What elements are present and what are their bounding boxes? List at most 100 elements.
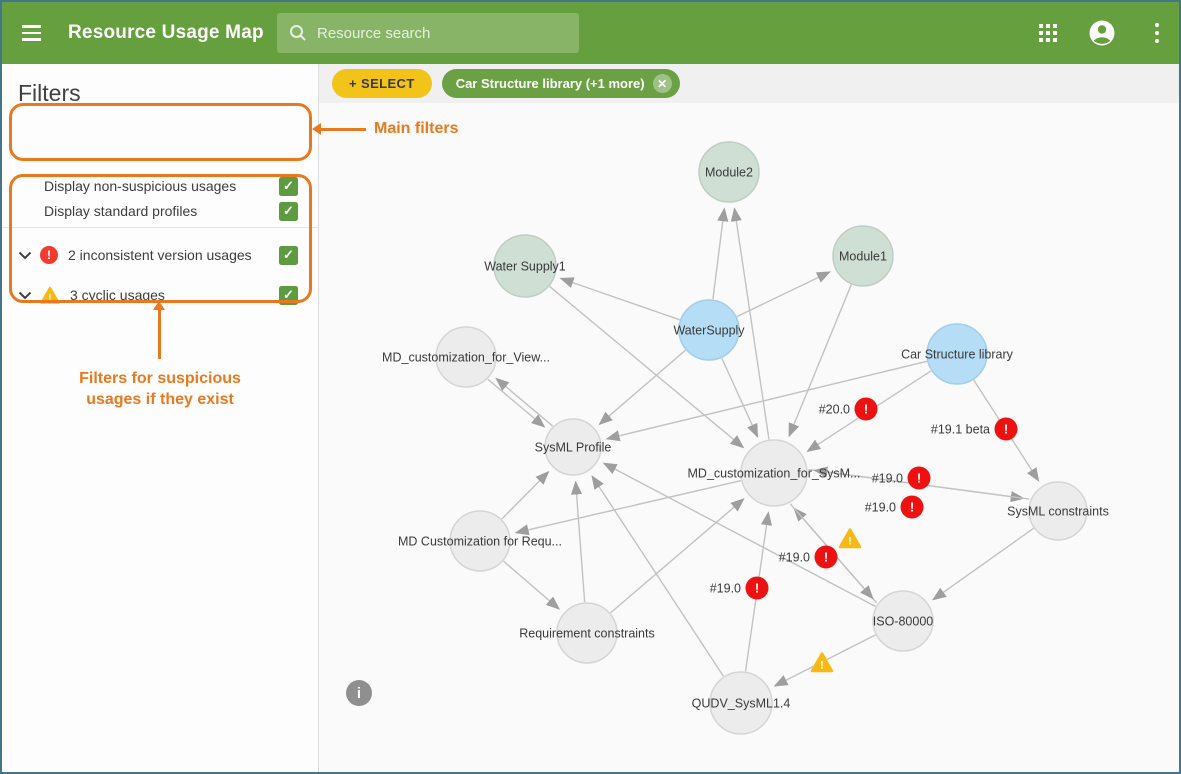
hamburger-menu-icon[interactable] (8, 10, 54, 56)
version-badge[interactable]: #19.0! (779, 545, 838, 569)
warning-badge[interactable]: ! (838, 528, 862, 549)
error-icon: ! (824, 550, 828, 565)
chevron-down-icon[interactable] (18, 251, 32, 260)
graph-node-mdsysm[interactable]: MD_customization_for_SysM... (688, 439, 861, 507)
info-button[interactable]: i (346, 680, 372, 706)
select-button[interactable]: + SELECT (332, 69, 432, 98)
graph-node-sysmlprofile[interactable]: SysML Profile (535, 418, 612, 476)
version-badge[interactable]: #19.0! (872, 466, 931, 490)
search-input[interactable] (317, 24, 567, 42)
graph-node-label: Module2 (705, 166, 753, 180)
filter-row-inconsistent-versions: ! 2 inconsistent version usages ✓ (2, 242, 318, 268)
filter-label: 3 cyclic usages (70, 287, 165, 303)
graph-edge (487, 378, 546, 428)
graph-edge (495, 377, 554, 427)
checkbox-cyclic-usages[interactable]: ✓ (279, 285, 298, 305)
graph-node-module2[interactable]: Module2 (698, 141, 760, 203)
graph-edge (549, 285, 745, 449)
error-icon: ! (910, 500, 914, 515)
error-icon: ! (1004, 422, 1008, 437)
filter-row-cyclic-usages: ! 3 cyclic usages ✓ (2, 282, 318, 308)
version-badge[interactable]: #19.0! (710, 576, 769, 600)
graph-node-watersupply[interactable]: WaterSupply (673, 299, 745, 361)
graph-edge (788, 284, 852, 438)
graph-node-label: Module1 (839, 250, 887, 264)
graph-node-module1[interactable]: Module1 (832, 225, 894, 287)
graph-edge (602, 462, 876, 608)
graph-edge (570, 480, 586, 603)
version-badge-label: #19.0 (865, 501, 896, 515)
error-icon: ! (40, 246, 58, 264)
search-box[interactable] (277, 13, 579, 53)
filter-label: Display standard profiles (44, 203, 198, 219)
graph-node-mdview[interactable]: MD_customization_for_View... (382, 326, 550, 388)
version-badge-label: #19.0 (779, 551, 810, 565)
graph-node-label: SysML Profile (535, 441, 612, 455)
graph-edge (503, 560, 561, 610)
warning-icon: ! (820, 660, 824, 672)
graph-canvas[interactable]: Module2 Module1 Water Supply1 WaterSupply MD… (319, 103, 1179, 770)
app-title: Resource Usage Map (68, 22, 264, 43)
search-icon (290, 25, 306, 41)
graph-node-watersupply1[interactable]: Water Supply1 (484, 234, 566, 298)
graph-edge (736, 271, 831, 318)
graph-node-carlib[interactable]: Car Structure library (901, 323, 1014, 385)
filter-row-standard-profiles: Display standard profiles ✓ (2, 198, 318, 224)
graph-edge (598, 349, 686, 426)
graph-node-label: Water Supply1 (484, 260, 566, 274)
version-badge-label: #19.0 (710, 582, 741, 596)
error-icon: ! (864, 402, 868, 417)
graph-edge (559, 277, 680, 321)
apps-grid-icon[interactable] (1038, 24, 1057, 42)
chip-close-icon[interactable]: ✕ (652, 74, 672, 93)
graph-node-label: Requirement constraints (519, 627, 654, 641)
graph-node-label: MD_customization_for_View... (382, 351, 550, 365)
usage-map-canvas: + SELECT Car Structure library (+1 more)… (319, 64, 1179, 772)
version-badge[interactable]: #19.0! (865, 495, 924, 519)
graph-node-mdrequ[interactable]: MD Customization for Requ... (398, 510, 562, 572)
graph-node-label: SysML constraints (1007, 505, 1109, 519)
version-badge[interactable]: #19.1 beta! (931, 417, 1018, 441)
warning-badge[interactable]: ! (810, 652, 834, 673)
graph-node-label: ISO-80000 (873, 615, 934, 629)
graph-node-label: Car Structure library (901, 348, 1014, 362)
version-badge-label: #20.0 (819, 403, 850, 417)
checkbox-non-suspicious[interactable]: ✓ (279, 176, 298, 196)
checkbox-inconsistent-versions[interactable]: ✓ (279, 245, 298, 265)
graph-node-label: MD_customization_for_SysM... (688, 467, 861, 481)
account-icon[interactable] (1087, 18, 1117, 48)
selection-toolbar: + SELECT Car Structure library (+1 more)… (319, 64, 1179, 103)
selection-chip[interactable]: Car Structure library (+1 more) ✕ (441, 69, 680, 98)
graph-node-sysmlconstraints[interactable]: SysML constraints (1007, 481, 1109, 541)
more-options-icon[interactable] (1147, 19, 1168, 48)
graph-node-reqconstraints[interactable]: Requirement constraints (519, 602, 655, 664)
graph-node-label: WaterSupply (673, 324, 745, 338)
graph-edge (932, 527, 1034, 601)
chevron-down-icon[interactable] (18, 291, 32, 300)
warning-icon: ! (40, 286, 60, 304)
filters-sidebar: Filters Display non-suspicious usages ✓ … (2, 64, 319, 772)
graph-node-iso80000[interactable]: ISO-80000 (872, 590, 934, 652)
filters-title: Filters (18, 80, 81, 106)
svg-text:!: ! (49, 292, 52, 302)
error-icon: ! (917, 471, 921, 486)
checkbox-standard-profiles[interactable]: ✓ (279, 201, 298, 221)
graph-edge (721, 357, 759, 438)
version-badge[interactable]: #20.0! (819, 397, 878, 421)
sidebar-divider (2, 227, 318, 228)
filter-label: 2 inconsistent version usages (68, 247, 252, 263)
graph-node-qudv[interactable]: QUDV_SysML1.4 (692, 671, 791, 735)
graph-edge (514, 479, 742, 536)
graph-edge (605, 360, 928, 442)
error-icon: ! (755, 581, 759, 596)
filter-row-non-suspicious: Display non-suspicious usages ✓ (2, 173, 318, 199)
graph-edge (610, 498, 745, 614)
version-badge-label: #19.1 beta (931, 423, 990, 437)
selection-chip-label: Car Structure library (+1 more) (455, 76, 645, 91)
warning-icon: ! (848, 536, 852, 548)
graph-node-label: QUDV_SysML1.4 (692, 697, 791, 711)
graph-node-label: MD Customization for Requ... (398, 535, 562, 549)
filter-label: Display non-suspicious usages (44, 178, 237, 194)
version-badge-label: #19.0 (872, 472, 903, 486)
